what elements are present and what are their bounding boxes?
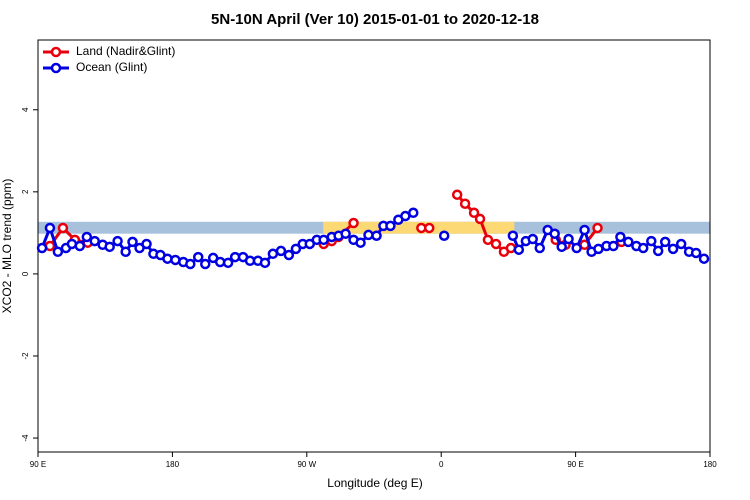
data-point [371,230,382,241]
data-point [36,242,48,254]
data-point [192,251,204,263]
data-point [615,231,626,243]
data-point [451,189,463,200]
data-point [675,238,687,250]
x-tick-label: 90 E [567,460,583,469]
data-point [340,228,351,239]
data-point [127,236,138,248]
data-point [363,229,374,241]
x-tick-label: 0 [439,460,444,469]
data-point [468,207,480,219]
data-point [507,230,519,241]
data-point [549,228,560,239]
data-point [563,233,574,245]
x-tick-label: 180 [703,460,717,469]
data-point [385,220,396,232]
data-point [482,234,494,246]
data-point [141,238,152,250]
data-point [185,258,196,270]
chart-title: 5N-10N April (Ver 10) 2015-01-01 to 2020… [211,11,539,28]
data-point [318,234,329,246]
data-point [348,217,359,229]
legend-marker [50,46,62,58]
data-point [74,240,86,252]
x-tick-label: 90 E [30,460,46,469]
data-point [275,245,287,257]
data-point [57,222,69,234]
y-tick-label: 0 [21,271,30,276]
data-point [690,247,702,259]
data-point [579,224,590,236]
data-point [222,257,234,269]
y-tick-label: -4 [21,434,30,442]
data-point [667,243,679,255]
data-point [534,242,546,254]
data-point [200,258,211,270]
data-point [52,246,64,257]
y-tick-label: -2 [21,352,30,360]
legend-label: Land (Nadir&Glint) [76,44,175,58]
data-point [120,246,131,257]
x-axis-label: Longitude (deg E) [327,476,422,490]
data-point [424,222,435,234]
data-point [646,235,657,247]
data-point [659,236,671,248]
data-point [89,235,100,247]
data-point [355,237,366,248]
data-point [112,235,123,247]
data-point [283,249,295,261]
x-tick-label: 180 [166,460,180,469]
y-tick-label: 2 [21,189,30,194]
data-point [556,241,567,253]
data-point [267,248,279,260]
legend-label: Ocean (Glint) [76,60,147,74]
y-tick-label: 4 [21,107,30,112]
data-point [490,238,502,250]
data-point [637,242,649,254]
data-point [438,230,450,241]
data-point [162,253,173,264]
data-point [592,222,603,234]
data-point [44,222,56,234]
data-point [259,257,271,269]
data-point [608,240,619,252]
data-point [408,207,419,219]
data-point [104,241,115,253]
y-axis-label: XCO2 - MLO trend (ppm) [0,179,14,314]
data-point [571,242,582,254]
data-point [290,243,302,255]
data-point [513,244,525,255]
legend-marker [50,62,62,74]
data-point [81,231,93,243]
data-point [474,213,486,225]
data-point [623,236,634,248]
x-tick-label: 90 W [297,460,316,469]
data-point [698,253,710,264]
data-point [652,245,664,257]
data-point [527,233,538,245]
data-point [459,198,471,209]
data-point [593,243,604,255]
